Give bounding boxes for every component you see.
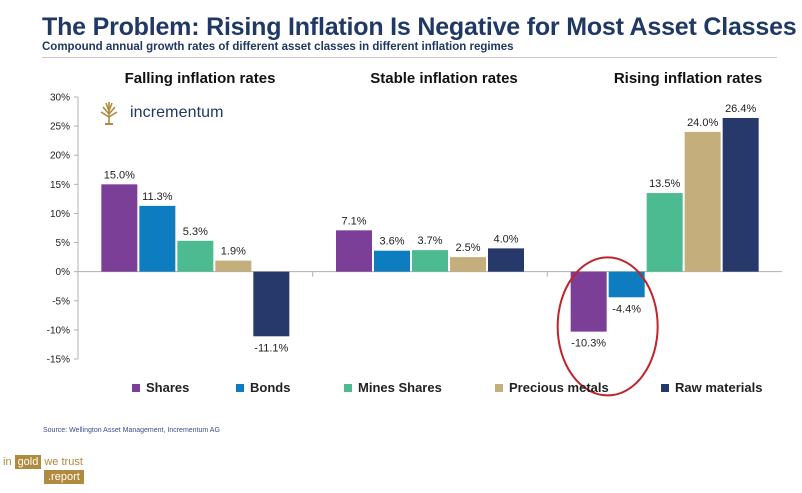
bar [608, 271, 645, 298]
brand-word: .report [44, 470, 84, 484]
legend-label: Shares [146, 380, 190, 395]
legend-swatch [495, 383, 503, 392]
legend-item-raw-materials: Raw materials [661, 380, 762, 395]
title-divider [42, 57, 777, 58]
legend-label: Precious metals [509, 380, 609, 395]
bar [684, 131, 721, 272]
brand-word: we trust [44, 455, 83, 468]
data-label: 5.3% [183, 226, 208, 238]
data-label: 3.7% [417, 235, 442, 247]
bar [139, 205, 176, 272]
bar [646, 193, 683, 272]
brand-word: gold [14, 454, 42, 469]
page-title: The Problem: Rising Inflation Is Negativ… [42, 13, 797, 41]
data-label: -4.4% [612, 303, 641, 315]
group-title-stable: Stable inflation rates [370, 70, 518, 87]
data-label: 24.0% [687, 117, 718, 129]
bar [412, 250, 448, 272]
data-label: 7.1% [341, 215, 366, 227]
legend-item-precious-metals: Precious metals [495, 380, 609, 395]
brand-word: in [3, 455, 12, 468]
y-tick-label: -15% [47, 355, 70, 366]
legend-label: Raw materials [675, 380, 763, 395]
y-tick-label: 15% [50, 180, 70, 191]
source-note: Source: Wellington Asset Management, Inc… [43, 427, 220, 434]
y-tick-label: 30% [50, 93, 70, 104]
bar [488, 248, 524, 272]
data-label: 26.4% [725, 103, 756, 115]
legend-swatch [344, 383, 352, 392]
tree-logo-icon [96, 100, 122, 126]
group-title-falling: Falling inflation rates [124, 70, 276, 87]
y-tick-label: 20% [50, 151, 70, 162]
legend-swatch [661, 383, 669, 392]
y-tick-label: -10% [47, 325, 70, 336]
bar [253, 271, 290, 337]
group-title-rising: Rising inflation rates [613, 70, 763, 87]
data-label: 1.9% [221, 246, 246, 258]
y-tick-label: 25% [50, 122, 70, 133]
legend-label: Mines Shares [358, 380, 442, 395]
data-label: -11.1% [254, 342, 288, 354]
bar [336, 230, 372, 272]
logo-text: incrementum [130, 104, 224, 121]
data-label: 11.3% [142, 191, 173, 203]
chart-legend: Shares Bonds Mines Shares Precious metal… [0, 380, 802, 400]
y-tick-label: -5% [52, 296, 70, 307]
legend-swatch [132, 383, 140, 392]
bar [450, 257, 486, 272]
data-label: 4.0% [493, 233, 518, 245]
legend-label: Bonds [250, 380, 291, 395]
bar [374, 250, 410, 272]
brand-logo: in gold we trust .report [0, 453, 86, 484]
y-tick-label: 10% [50, 209, 70, 220]
data-label: 2.5% [455, 242, 480, 254]
data-label: -10.3% [571, 338, 606, 350]
y-tick-label: 5% [56, 238, 71, 249]
page-subtitle: Compound annual growth rates of differen… [42, 41, 514, 53]
data-label: 3.6% [379, 236, 404, 248]
legend-item-bonds: Bonds [236, 380, 290, 395]
incrementum-logo: incrementum [96, 100, 224, 126]
legend-item-shares: Shares [132, 380, 189, 395]
bar [177, 240, 214, 272]
bar [722, 117, 759, 272]
y-tick-label: 0% [56, 267, 71, 278]
bar [215, 260, 252, 272]
bar [101, 184, 138, 272]
highlight-ellipse [556, 256, 659, 397]
legend-item-mines-shares: Mines Shares [344, 380, 442, 395]
data-label: 15.0% [104, 169, 135, 181]
legend-swatch [236, 383, 244, 392]
data-label: 13.5% [649, 178, 680, 190]
bar [570, 271, 607, 332]
